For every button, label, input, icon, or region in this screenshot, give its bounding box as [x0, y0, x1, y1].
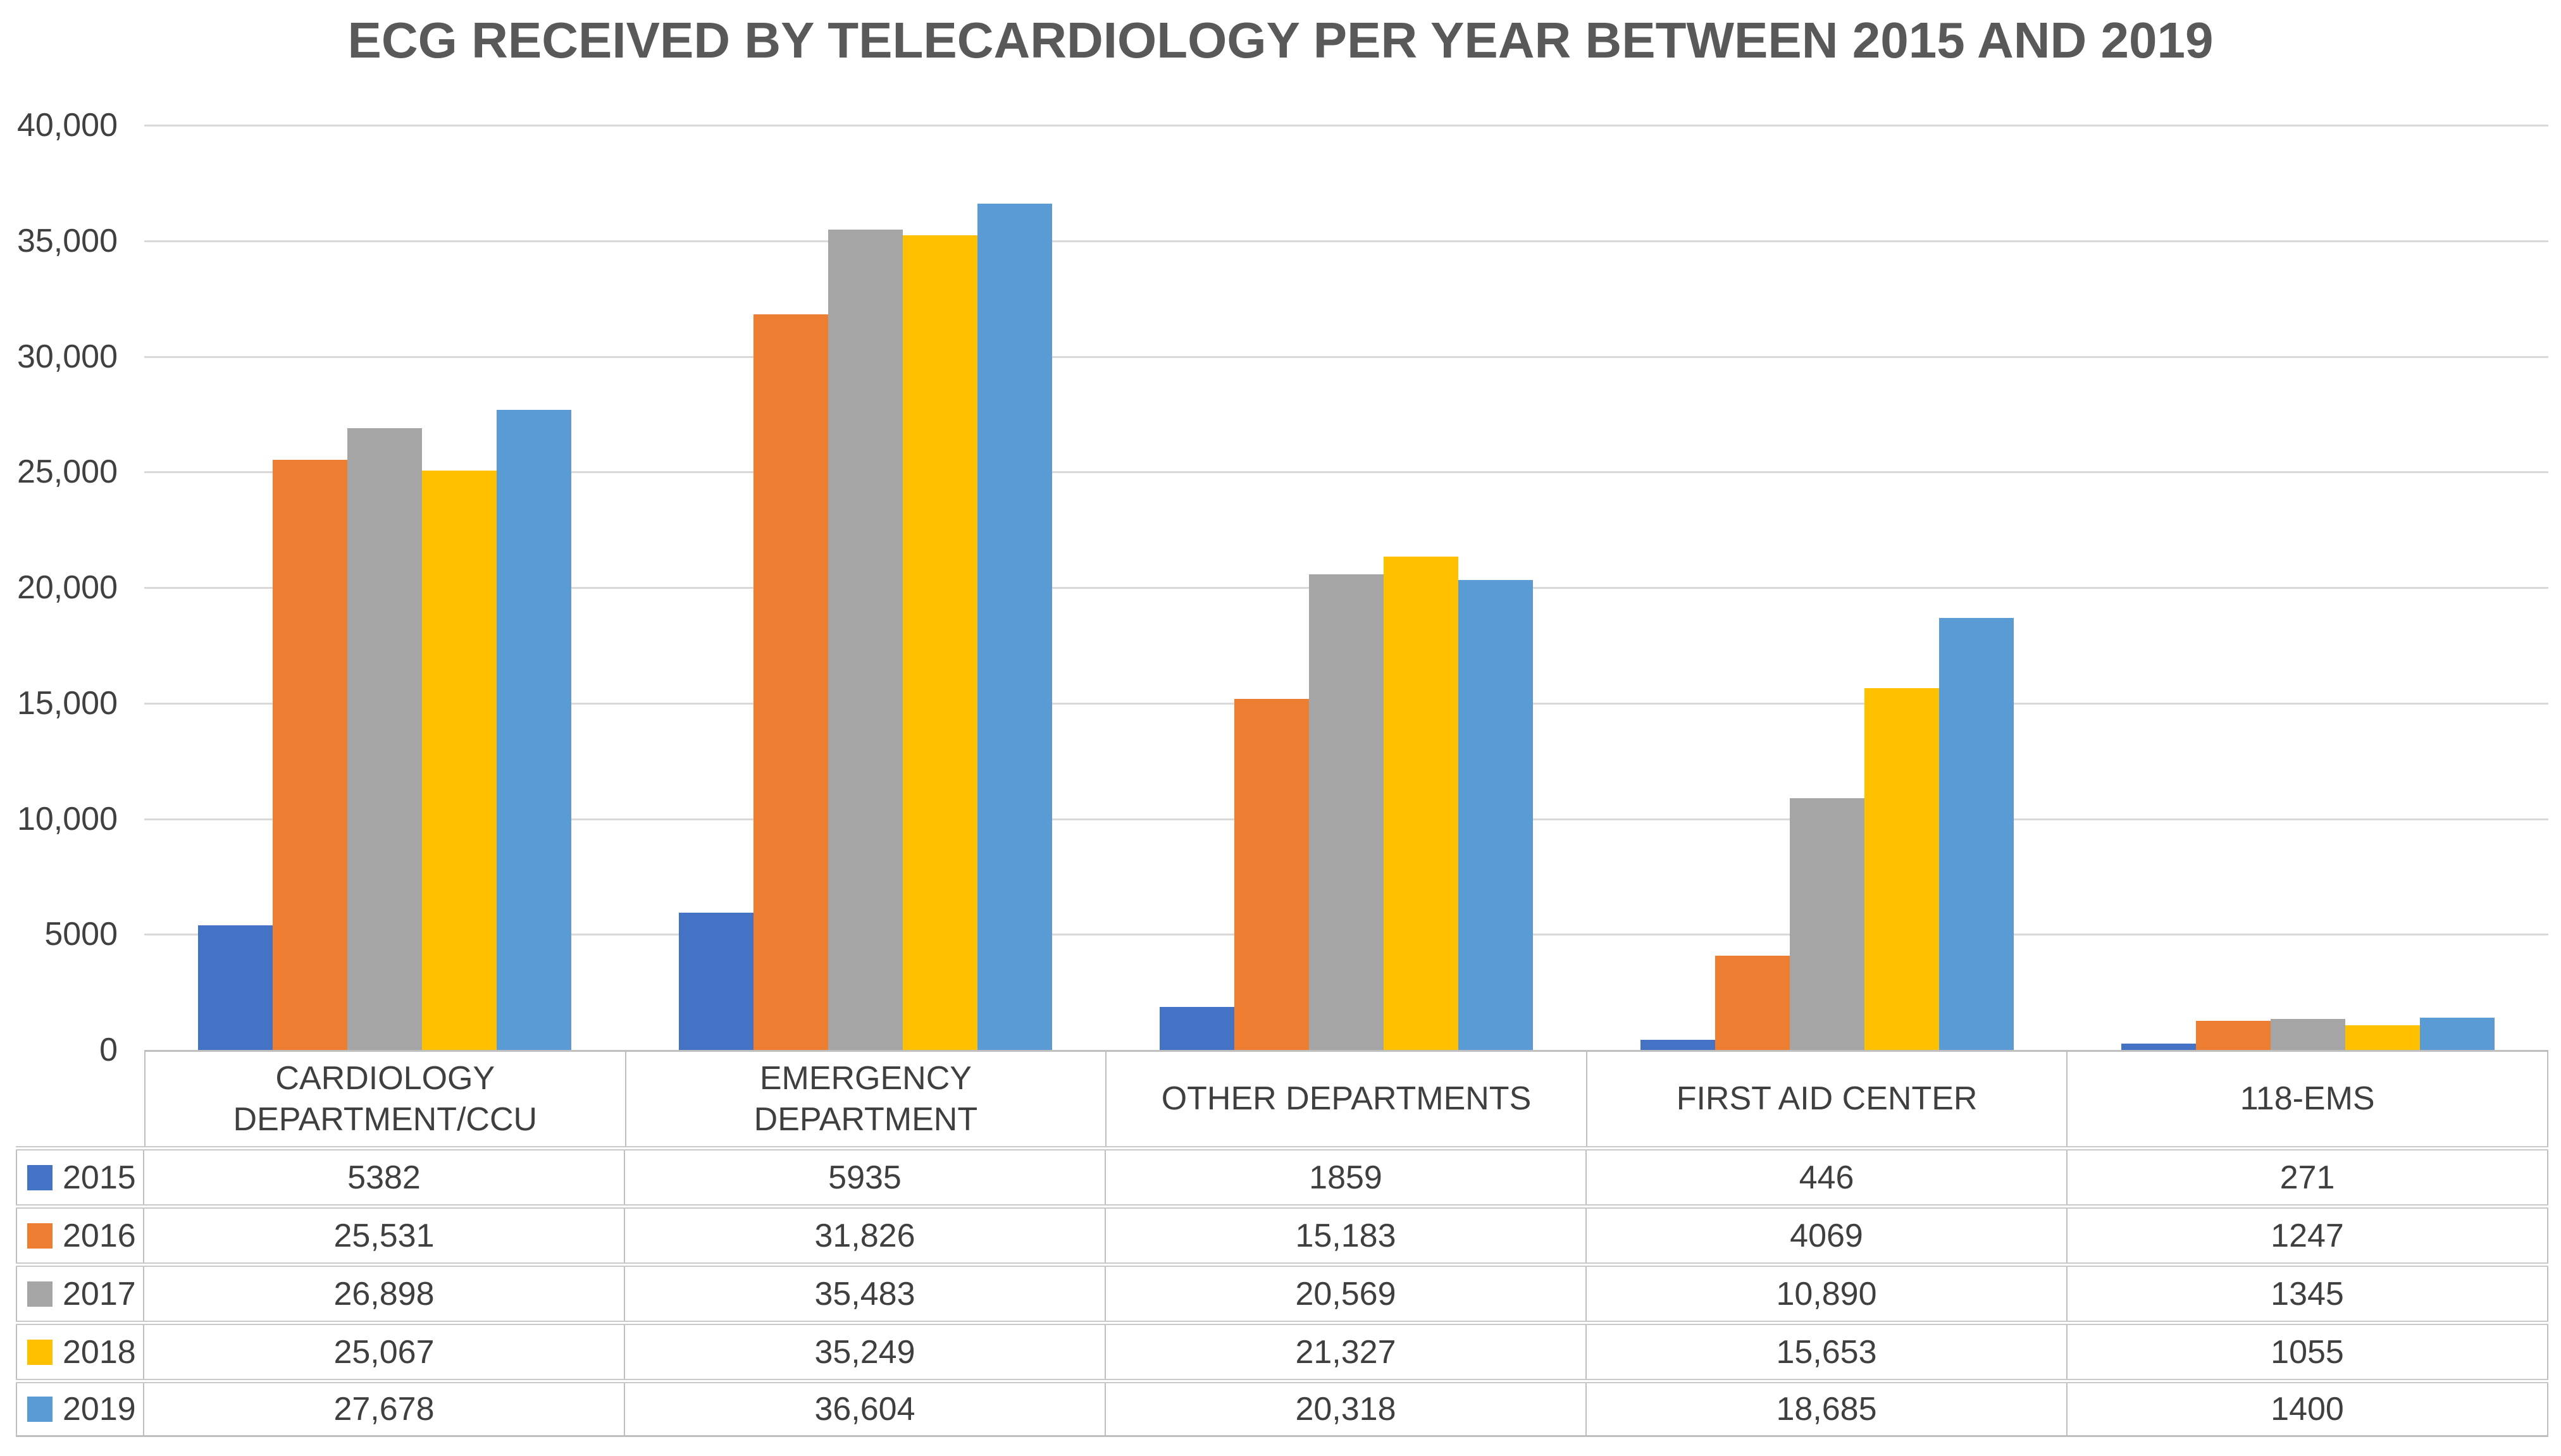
value-cell-2019-4: 18,685: [1587, 1383, 2068, 1435]
bar-2017-4: [1790, 798, 1864, 1050]
bar-2016-3: [1234, 699, 1309, 1050]
value-cell-2017-4: 10,890: [1587, 1267, 2068, 1321]
value-cell-2019-5: 1400: [2068, 1383, 2548, 1435]
table-header-cell-4: FIRST AID CENTER: [1587, 1052, 2068, 1146]
value-cell-2015-3: 1859: [1106, 1151, 1587, 1204]
table-row-2018: 2018 25,067 35,249 21,327 15,653 1055: [16, 1321, 2548, 1379]
value-cell-2016-1: 25,531: [144, 1209, 625, 1262]
table-header-cell-3: OTHER DEPARTMENTS: [1107, 1052, 1587, 1146]
value-cell-2019-1: 27,678: [144, 1383, 625, 1435]
legend-swatch-2019: [27, 1397, 53, 1422]
bar-2017-5: [2271, 1019, 2345, 1050]
bar-2018-1: [422, 471, 497, 1050]
value-cell-2015-2: 5935: [625, 1151, 1106, 1204]
table-row-2016: 2016 25,531 31,826 15,183 4069 1247: [16, 1204, 2548, 1262]
bar-2016-1: [273, 460, 347, 1050]
bar-2018-4: [1864, 688, 1939, 1050]
value-cell-2019-3: 20,318: [1106, 1383, 1587, 1435]
y-axis-tick-label-35000: 35,000: [16, 223, 118, 259]
gridline-25000: [144, 471, 2548, 473]
bar-2019-4: [1939, 618, 2014, 1050]
value-cell-2016-3: 15,183: [1106, 1209, 1587, 1262]
gridline-30000: [144, 356, 2548, 358]
bar-2015-4: [1640, 1040, 1715, 1050]
bar-2015-3: [1160, 1007, 1234, 1050]
table-header-cell-2: EMERGENCY DEPARTMENT: [626, 1052, 1107, 1146]
value-cell-2018-3: 21,327: [1106, 1325, 1587, 1379]
bar-2018-3: [1384, 557, 1458, 1050]
y-axis-tick-label-5000: 5000: [44, 916, 118, 953]
bar-2015-5: [2121, 1044, 2196, 1050]
value-cell-2017-3: 20,569: [1106, 1267, 1587, 1321]
bar-2018-2: [903, 235, 977, 1050]
table-row-2017: 2017 26,898 35,483 20,569 10,890 1345: [16, 1262, 2548, 1321]
value-cell-2019-2: 36,604: [625, 1383, 1106, 1435]
bar-2019-1: [497, 410, 571, 1050]
bar-2017-2: [828, 230, 903, 1050]
legend-year-label-2017: 2017: [63, 1275, 136, 1312]
bar-2017-3: [1309, 574, 1384, 1050]
value-cell-2015-5: 271: [2068, 1151, 2548, 1204]
table-header-row: CARDIOLOGY DEPARTMENT/CCU EMERGENCY DEPAR…: [144, 1050, 2548, 1146]
gridline-35000: [144, 240, 2548, 242]
legend-swatch-2016: [27, 1223, 53, 1249]
legend-cell-2017: 2017: [16, 1267, 144, 1321]
value-cell-2018-2: 35,249: [625, 1325, 1106, 1379]
bar-2019-5: [2420, 1018, 2495, 1050]
y-axis-tick-label-30000: 30,000: [16, 338, 118, 375]
bar-2016-5: [2196, 1021, 2271, 1050]
bar-2019-2: [977, 204, 1052, 1050]
value-cell-2015-4: 446: [1587, 1151, 2068, 1204]
value-cell-2016-5: 1247: [2068, 1209, 2548, 1262]
legend-swatch-2015: [27, 1164, 53, 1190]
value-cell-2015-1: 5382: [144, 1151, 625, 1204]
bar-2016-4: [1715, 956, 1790, 1050]
table-header-cell-1: CARDIOLOGY DEPARTMENT/CCU: [146, 1052, 626, 1146]
y-axis-tick-label-25000: 25,000: [16, 453, 118, 490]
y-axis-tick-label-10000: 10,000: [16, 801, 118, 837]
bar-2017-1: [347, 428, 422, 1050]
legend-cell-2019: 2019: [16, 1383, 144, 1435]
chart-title: ECG RECEIVED BY TELECARDIOLOGY PER YEAR …: [347, 12, 2214, 68]
legend-swatch-2017: [27, 1281, 53, 1307]
bar-2015-1: [198, 925, 273, 1050]
value-cell-2018-1: 25,067: [144, 1325, 625, 1379]
y-axis-tick-label-15000: 15,000: [16, 685, 118, 722]
legend-year-label-2015: 2015: [63, 1159, 136, 1196]
bar-2019-3: [1458, 580, 1533, 1050]
value-cell-2018-4: 15,653: [1587, 1325, 2068, 1379]
legend-cell-2016: 2016: [16, 1209, 144, 1262]
bar-2018-5: [2345, 1025, 2420, 1050]
value-cell-2016-4: 4069: [1587, 1209, 2068, 1262]
gridline-40000: [144, 125, 2548, 126]
table-header-cell-5: 118-EMS: [2068, 1052, 2548, 1146]
y-axis-tick-label-0: 0: [99, 1032, 118, 1068]
bar-2015-2: [679, 913, 753, 1050]
value-cell-2017-2: 35,483: [625, 1267, 1106, 1321]
legend-year-label-2016: 2016: [63, 1217, 136, 1254]
legend-swatch-2018: [27, 1339, 53, 1365]
value-cell-2017-1: 26,898: [144, 1267, 625, 1321]
value-cell-2016-2: 31,826: [625, 1209, 1106, 1262]
table-row-2015: 2015 5382 5935 1859 446 271: [16, 1146, 2548, 1204]
value-cell-2018-5: 1055: [2068, 1325, 2548, 1379]
legend-year-label-2019: 2019: [63, 1391, 136, 1428]
legend-cell-2015: 2015: [16, 1151, 144, 1204]
value-cell-2017-5: 1345: [2068, 1267, 2548, 1321]
legend-year-label-2018: 2018: [63, 1333, 136, 1371]
table-row-2019: 2019 27,678 36,604 20,318 18,685 1400: [16, 1379, 2548, 1437]
y-axis-tick-label-40000: 40,000: [16, 107, 118, 144]
bar-2016-2: [753, 314, 828, 1050]
y-axis-tick-label-20000: 20,000: [16, 569, 118, 606]
legend-cell-2018: 2018: [16, 1325, 144, 1379]
